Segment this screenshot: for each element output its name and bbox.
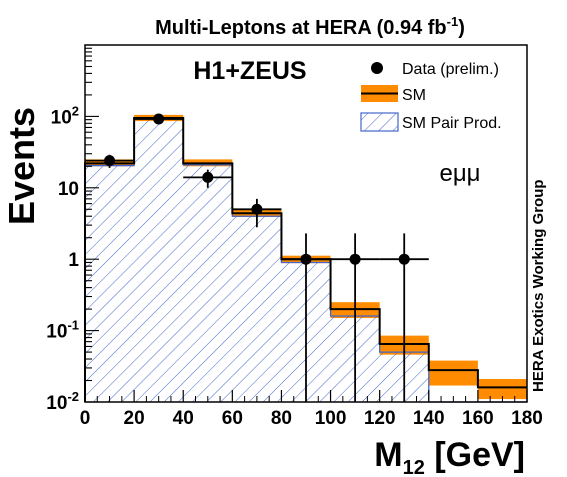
legend-pair-swatch	[360, 112, 399, 132]
data-point	[104, 155, 116, 167]
x-axis-label: M12 [GeV]	[374, 436, 525, 477]
legend-sm-label: SM	[402, 87, 426, 104]
x-tick-label: 180	[511, 408, 543, 429]
x-tick-label: 80	[271, 408, 292, 429]
data-point	[251, 203, 263, 215]
pair-production-bin	[85, 165, 135, 402]
legend-item-data: Data (prelim.)	[371, 61, 499, 78]
data-point	[153, 113, 165, 125]
y-axis-label: Events	[1, 107, 42, 225]
legend-pair-label: SM Pair Prod.	[402, 115, 502, 132]
sm-band-bin	[477, 378, 527, 400]
y-tick-label: 10	[58, 179, 79, 200]
legend-item-pair: SM Pair Prod.	[360, 112, 502, 132]
y-tick-label: 10-1	[46, 318, 79, 343]
x-tick-label: 60	[222, 408, 243, 429]
y-tick-label: 102	[51, 103, 79, 128]
legend-item-sm: SM	[361, 85, 426, 104]
y-tick-base: 10	[46, 393, 67, 414]
pair-production-bin	[183, 164, 233, 402]
data-point	[202, 171, 214, 183]
y-tick-exponent: -1	[67, 318, 79, 333]
sm-band-bin	[428, 360, 478, 386]
legend-data-marker	[371, 62, 383, 74]
x-tick-label: 0	[80, 408, 91, 429]
pair-production-bin	[232, 216, 282, 402]
y-tick-base: 10	[58, 179, 79, 200]
side-label: HERA Exotics Working Group	[530, 179, 547, 392]
sm-line-layer	[84, 116, 527, 402]
y-tick-exponent: 2	[72, 103, 79, 118]
legend-data-label: Data (prelim.)	[402, 61, 499, 78]
chart-title: Multi-Leptons at HERA (0.94 fb-1)	[155, 14, 465, 39]
experiment-label: H1+ZEUS	[193, 57, 306, 85]
channel-label: eμμ	[439, 160, 480, 187]
sm-histogram-line	[84, 116, 527, 402]
x-tick-label: 100	[315, 408, 347, 429]
x-tick-label: 160	[462, 408, 494, 429]
pair-production-bin	[134, 118, 184, 403]
legend: Data (prelim.) SM SM Pair Prod.	[360, 61, 502, 132]
x-tick-label: 20	[124, 408, 145, 429]
y-tick-exponent: -2	[67, 389, 79, 404]
y-tick-base: 10	[46, 322, 67, 343]
y-tick-base: 10	[51, 107, 72, 128]
x-tick-label: 40	[173, 408, 194, 429]
data-point	[398, 253, 410, 265]
data-point	[349, 253, 361, 265]
data-points-layer	[85, 113, 429, 402]
x-tick-label: 120	[364, 408, 396, 429]
data-point	[300, 253, 312, 265]
x-tick-label: 140	[413, 408, 445, 429]
y-tick-label: 1	[68, 250, 79, 271]
y-tick-label: 10-2	[46, 389, 79, 414]
y-tick-base: 1	[68, 250, 79, 271]
